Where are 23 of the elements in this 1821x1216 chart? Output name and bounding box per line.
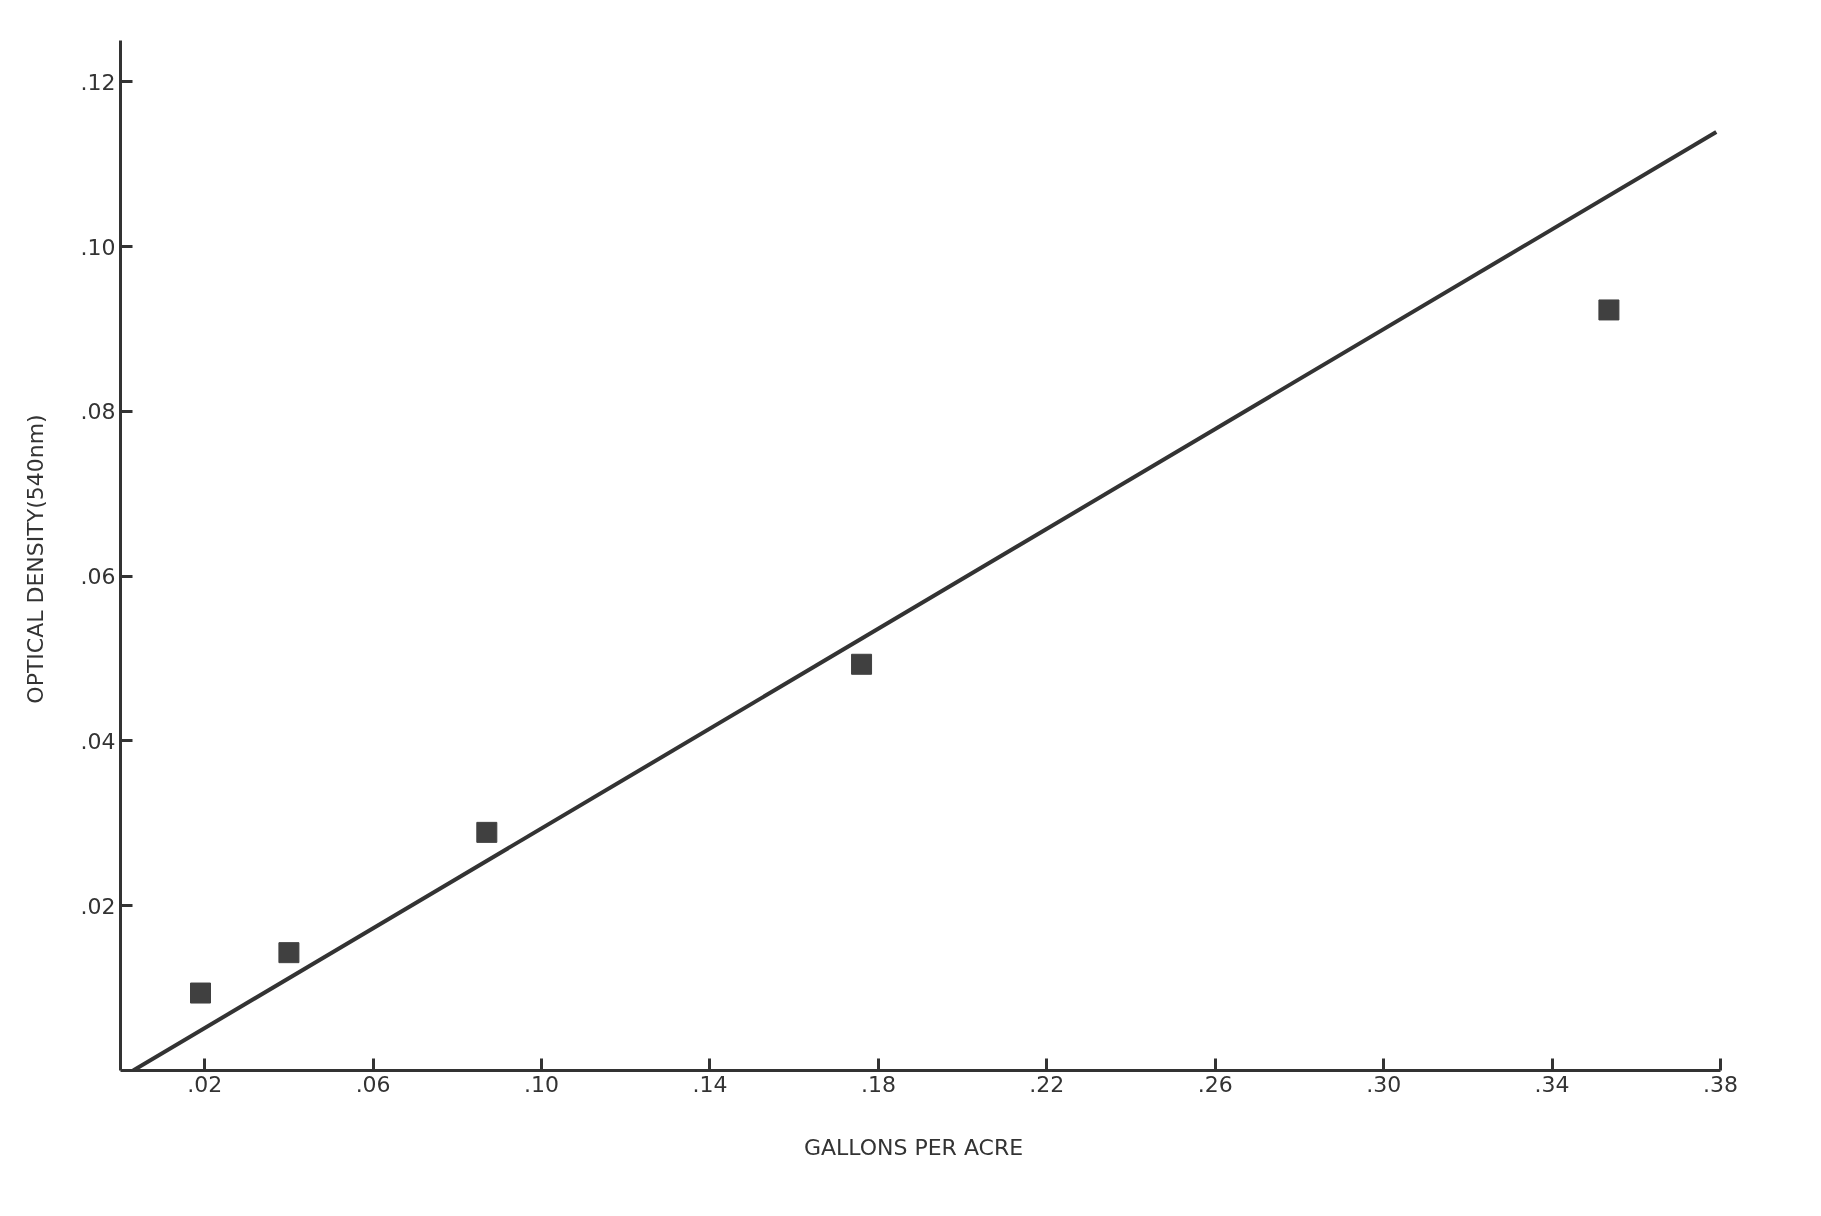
x-tick-label: .38 [1703,1071,1739,1097]
x-tick-label: .18 [860,1071,896,1097]
y-tick-label: .04 [80,728,116,754]
point [476,821,498,843]
x-tick-label: .30 [1366,1071,1402,1097]
x-tick-label: .02 [187,1071,223,1097]
point [1598,299,1620,321]
y-tick-label: .12 [80,69,116,95]
x-axis-title: GALLONS PER ACRE [803,1134,1024,1160]
y-tick-label: .06 [80,564,116,590]
x-tick-label: .34 [1534,1071,1570,1097]
x-tick-label: .10 [524,1071,560,1097]
y-tick-label: .02 [80,893,116,919]
y-axis-title: OPTICAL DENSITY(540nm) [22,414,48,704]
x-tick-label: .06 [355,1071,391,1097]
x-tick-label: .22 [1029,1071,1065,1097]
point [851,653,873,675]
y-tick-label: .10 [80,234,116,260]
y-tick-label: .08 [80,399,116,425]
x-tick-label: .26 [1197,1071,1233,1097]
point [278,942,300,964]
point [190,982,211,1004]
x-tick-label: .14 [692,1071,728,1097]
